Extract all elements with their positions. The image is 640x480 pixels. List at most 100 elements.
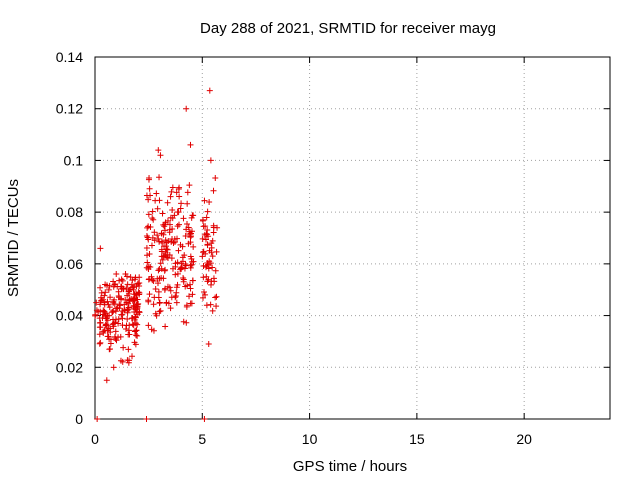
data-point xyxy=(145,276,152,283)
data-point xyxy=(201,416,208,422)
data-point xyxy=(143,416,150,422)
data-point xyxy=(210,275,217,282)
data-point xyxy=(117,357,124,364)
data-point xyxy=(178,260,185,267)
data-point xyxy=(123,285,130,292)
x-axis-label: GPS time / hours xyxy=(293,458,407,475)
data-point xyxy=(156,174,163,181)
data-point xyxy=(171,238,178,245)
data-point xyxy=(210,222,217,229)
y-tick-label: 0.02 xyxy=(56,359,83,375)
data-point xyxy=(146,291,153,298)
data-point xyxy=(173,299,180,306)
data-point xyxy=(125,359,132,366)
data-point xyxy=(136,309,143,316)
data-point xyxy=(207,157,214,164)
data-point xyxy=(144,252,151,259)
data-point xyxy=(172,294,179,301)
data-point xyxy=(124,309,131,316)
data-point xyxy=(159,210,166,217)
data-point xyxy=(167,305,174,312)
data-point xyxy=(212,267,219,274)
data-point xyxy=(113,270,120,277)
data-point xyxy=(164,246,171,253)
data-point xyxy=(134,301,141,308)
data-point xyxy=(92,312,99,319)
data-point xyxy=(206,199,213,206)
data-point xyxy=(187,285,194,292)
data-point xyxy=(167,287,174,294)
data-point xyxy=(132,274,139,281)
data-point xyxy=(178,200,185,207)
data-point xyxy=(143,245,150,252)
data-point xyxy=(132,320,139,327)
data-point xyxy=(110,323,117,330)
data-point xyxy=(168,255,175,262)
data-point xyxy=(150,301,157,308)
data-point xyxy=(154,232,161,239)
data-point xyxy=(97,319,104,326)
data-point xyxy=(201,197,208,204)
data-point xyxy=(103,377,110,384)
data-point xyxy=(167,214,174,221)
data-point xyxy=(156,275,163,282)
data-point xyxy=(136,282,143,289)
y-tick-label: 0.12 xyxy=(56,101,83,117)
data-point xyxy=(107,294,114,301)
data-point xyxy=(106,312,113,319)
x-tick-label: 0 xyxy=(91,431,99,447)
data-point xyxy=(157,260,164,267)
data-point xyxy=(151,229,158,236)
data-point xyxy=(135,300,142,307)
data-point xyxy=(109,309,116,316)
data-point xyxy=(189,212,196,219)
data-point xyxy=(202,223,209,230)
data-point xyxy=(115,320,122,327)
data-point xyxy=(209,264,216,271)
points-layer xyxy=(92,87,221,422)
data-point xyxy=(112,308,119,315)
data-point xyxy=(126,331,133,338)
data-point xyxy=(131,316,138,323)
data-point xyxy=(154,280,161,287)
data-point xyxy=(105,286,112,293)
data-point xyxy=(188,214,195,221)
data-point xyxy=(164,199,171,206)
data-point xyxy=(132,341,139,348)
data-point xyxy=(190,243,197,250)
data-point xyxy=(125,306,132,313)
data-point xyxy=(176,184,183,191)
data-point xyxy=(169,206,176,213)
data-point xyxy=(146,251,153,258)
data-point xyxy=(188,228,195,235)
data-point xyxy=(169,225,176,232)
data-point xyxy=(203,273,210,280)
data-point xyxy=(152,286,159,293)
data-point xyxy=(148,326,155,333)
data-point xyxy=(162,219,169,226)
y-tick-label: 0.1 xyxy=(64,152,84,168)
data-point xyxy=(173,189,180,196)
data-point xyxy=(97,339,104,346)
data-point xyxy=(152,197,159,204)
data-point xyxy=(102,289,109,296)
data-point xyxy=(187,281,194,288)
data-point xyxy=(112,319,119,326)
data-point xyxy=(146,185,153,192)
data-point xyxy=(145,211,152,218)
x-tick-label: 5 xyxy=(198,431,206,447)
data-point xyxy=(103,282,110,289)
data-point xyxy=(132,306,139,313)
data-point xyxy=(189,277,196,284)
data-point xyxy=(115,292,122,299)
data-point xyxy=(155,267,162,274)
data-point xyxy=(172,271,179,278)
data-point xyxy=(118,285,125,292)
data-point xyxy=(180,274,187,281)
data-point xyxy=(188,261,195,268)
data-point xyxy=(213,303,220,310)
y-axis-label: SRMTID / TECUs xyxy=(5,179,22,297)
data-point xyxy=(128,281,135,288)
data-point xyxy=(203,302,210,309)
